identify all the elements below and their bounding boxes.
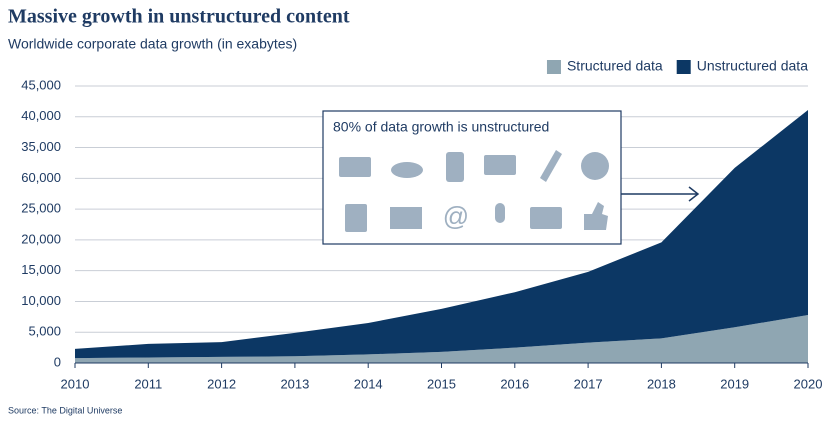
y-tick-label: 20,000 bbox=[21, 231, 61, 246]
y-tick-label: 25,000 bbox=[21, 201, 61, 216]
chart-title: Massive growth in unstructured content bbox=[8, 6, 350, 28]
y-tick-label: 10,000 bbox=[21, 293, 61, 308]
x-tick-label: 2017 bbox=[574, 376, 603, 391]
area bbox=[75, 110, 808, 359]
legend-swatch bbox=[546, 60, 561, 74]
y-tick-label: 60,000 bbox=[21, 170, 61, 185]
y-tick-label: 0 bbox=[54, 354, 61, 369]
x-tick-label: 2010 bbox=[61, 376, 90, 391]
x-tick-label: 2020 bbox=[794, 376, 823, 391]
x-tick-label: 2016 bbox=[500, 376, 529, 391]
legend-label: Unstructured data bbox=[697, 58, 808, 74]
chart-subtitle: Worldwide corporate data growth (in exab… bbox=[8, 36, 297, 52]
y-tick-label: 35,000 bbox=[21, 139, 61, 154]
area bbox=[75, 314, 808, 363]
x-tick-label: 2015 bbox=[427, 376, 456, 391]
y-tick-label: 40,000 bbox=[21, 108, 61, 123]
y-tick-label: 15,000 bbox=[21, 262, 61, 277]
y-tick-label: 45,000 bbox=[21, 77, 61, 92]
x-tick-label: 2012 bbox=[207, 376, 236, 391]
annotation-box: 80% of data growth is unstructured @ bbox=[322, 110, 700, 245]
x-tick-label: 2014 bbox=[354, 376, 383, 391]
y-tick-label: 5,000 bbox=[28, 324, 61, 339]
x-tick-label: 2019 bbox=[720, 376, 749, 391]
legend-label: Structured data bbox=[567, 58, 663, 74]
svg-text:@: @ bbox=[443, 201, 469, 231]
x-tick-label: 2011 bbox=[134, 376, 162, 391]
x-tick-label: 2018 bbox=[647, 376, 676, 391]
source: Source: The Digital Universe bbox=[8, 405, 122, 415]
icons: @ bbox=[339, 150, 609, 232]
x-tick-label: 2013 bbox=[280, 376, 309, 391]
legend-swatch bbox=[676, 60, 691, 74]
annotation: 80% of data growth is unstructured bbox=[333, 119, 549, 135]
